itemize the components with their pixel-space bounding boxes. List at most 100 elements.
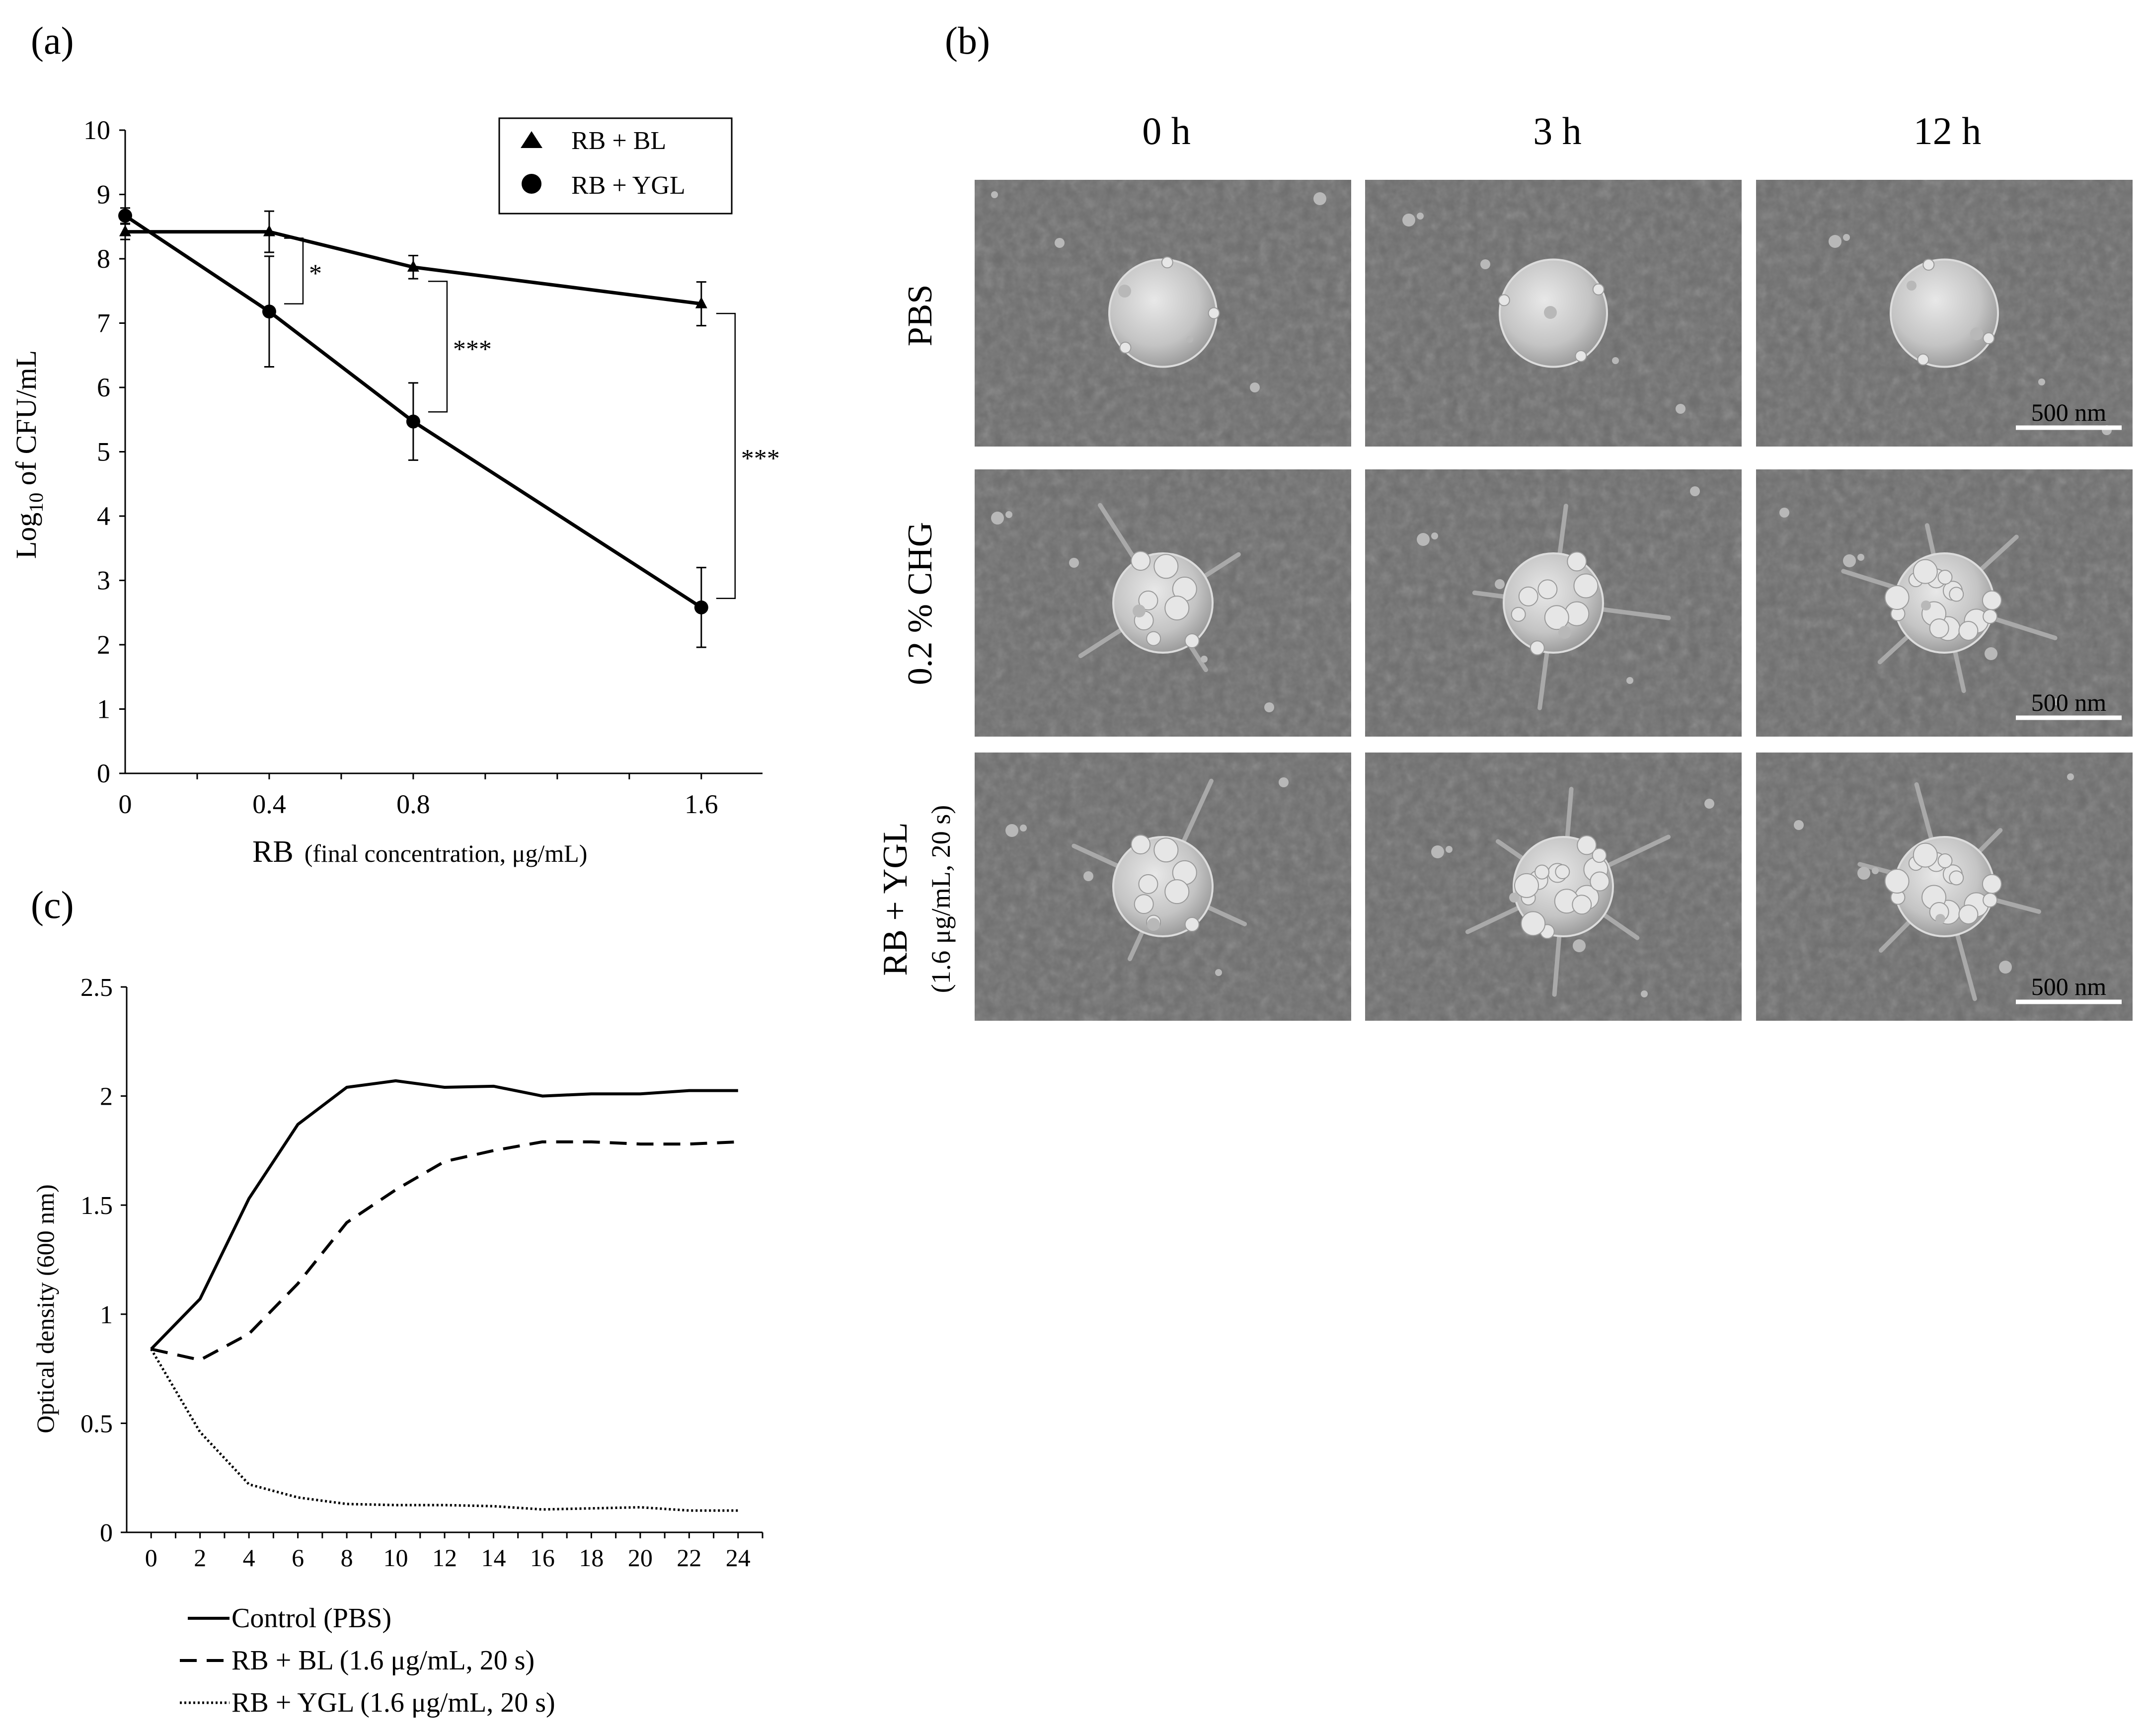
sem-debris: [1495, 579, 1505, 589]
sem-debris: [1020, 825, 1027, 831]
sem-row-label-pbs: PBS: [901, 285, 939, 347]
sem-bleb: [1119, 341, 1132, 354]
sem-debris: [1313, 192, 1326, 205]
x-tick-label: 22: [677, 1544, 701, 1572]
x-tick-label: 16: [530, 1544, 555, 1572]
sem-debris: [991, 512, 1004, 525]
x-tick-label: 0.4: [252, 789, 286, 819]
x-tick-label: 12: [432, 1544, 457, 1572]
x-tick-label: 14: [481, 1544, 506, 1572]
sem-debris: [1794, 820, 1804, 830]
sem-bleb: [1592, 848, 1607, 863]
data-point-triangle: [407, 260, 419, 272]
chart-a-axes: [124, 130, 763, 774]
chart-c-axes: [126, 987, 763, 1533]
y-tick-label: 9: [97, 180, 110, 210]
sem-bleb: [1958, 620, 1979, 641]
sem-debris: [1279, 777, 1289, 787]
sem-bleb: [1573, 573, 1599, 599]
sem-image-r2-c1: [1365, 753, 1742, 1021]
sem-debris: [1446, 846, 1453, 853]
sem-debris: [1690, 486, 1700, 496]
y-tick-label: 1: [100, 1301, 113, 1329]
series-line-control: [150, 1079, 738, 1351]
sem-debris: [1431, 532, 1438, 539]
chart-a-legend: RB + BL RB + YGL: [498, 117, 733, 215]
x-tick-label: 0.8: [396, 789, 430, 819]
sem-debris: [1005, 824, 1018, 837]
sem-bleb: [1530, 640, 1545, 656]
sem-debris: [1921, 601, 1931, 610]
y-tick-label: 3: [97, 566, 110, 596]
sem-debris: [1118, 285, 1131, 298]
y-tick-label: 0: [100, 1519, 113, 1547]
sem-debris: [1186, 336, 1193, 343]
sem-debris: [1558, 626, 1571, 639]
sem-debris: [1907, 281, 1916, 291]
sem-bleb: [1913, 842, 1938, 868]
y-tick-label: 2: [100, 1083, 113, 1111]
sem-bleb: [1577, 835, 1597, 855]
significance-label: ***: [453, 335, 492, 364]
significance-bracket: [716, 312, 736, 600]
sem-debris: [1417, 533, 1430, 546]
sem-bleb: [1937, 853, 1953, 869]
scale-bar-label: 500 nm: [2031, 688, 2107, 716]
sem-bleb: [1929, 618, 1949, 638]
sem-images: 500 nm 500 nm 500 nm: [975, 180, 2133, 1021]
sem-bleb: [1949, 587, 1964, 602]
sem-debris: [1985, 647, 1997, 660]
sem-debris: [1250, 382, 1260, 392]
sem-bacterial-cell: [1890, 258, 1999, 368]
sem-bleb: [1884, 585, 1910, 610]
sem-bleb: [1153, 554, 1179, 579]
sem-bleb: [1590, 871, 1610, 892]
sem-image-r0-c0: [975, 180, 1351, 447]
sem-bleb: [1949, 870, 1964, 886]
sem-bleb: [1161, 256, 1173, 269]
x-tick-label: 0: [119, 789, 132, 819]
y-tick-label: 0: [97, 758, 110, 788]
series-line-rb-bl: [125, 230, 702, 306]
sem-debris: [1676, 404, 1686, 414]
sem-image-r0-c2: 500 nm: [1756, 180, 2133, 447]
sem-debris: [1005, 511, 1012, 518]
series-line-rb-ygl: [150, 1348, 738, 1512]
data-point-circle: [118, 209, 132, 223]
sem-debris: [1970, 327, 1983, 340]
sem-bleb: [1982, 590, 2002, 610]
x-tick-label: 24: [726, 1544, 751, 1572]
sem-image-r2-c2: 500 nm: [1756, 753, 2133, 1021]
sem-debris: [1843, 554, 1856, 567]
sem-bleb: [1884, 869, 1910, 894]
sem-bleb: [1134, 894, 1154, 914]
sem-bleb: [1537, 579, 1558, 600]
sem-debris: [1704, 799, 1714, 809]
sem-bleb: [1575, 350, 1587, 362]
data-point-circle: [262, 304, 276, 319]
x-tick-label: 18: [579, 1544, 604, 1572]
sem-image-r0-c1: [1365, 180, 1742, 447]
sem-bleb: [1184, 633, 1200, 649]
x-tick-label: 10: [383, 1544, 408, 1572]
sem-debris: [1147, 918, 1160, 931]
significance-bracket: [284, 237, 304, 304]
sem-debris: [1779, 508, 1789, 518]
data-point-triangle: [263, 225, 275, 236]
x-tick-label: 4: [243, 1544, 255, 1572]
sem-bleb: [1592, 283, 1605, 296]
sem-debris: [1417, 213, 1424, 220]
legend-circle-marker: [522, 174, 541, 194]
y-tick-label: 10: [83, 115, 110, 145]
scale-bar-label: 500 nm: [2031, 973, 2107, 1000]
sem-image-r1-c0: [975, 469, 1351, 737]
sem-debris: [1069, 558, 1079, 568]
x-tick-label: 2: [194, 1544, 206, 1572]
sem-debris: [1857, 554, 1864, 561]
sem-bleb: [1917, 353, 1929, 366]
y-tick-label: 1.5: [80, 1192, 113, 1220]
sem-debris: [1133, 604, 1146, 617]
y-tick-label: 4: [97, 501, 110, 531]
sem-debris: [1641, 990, 1648, 997]
